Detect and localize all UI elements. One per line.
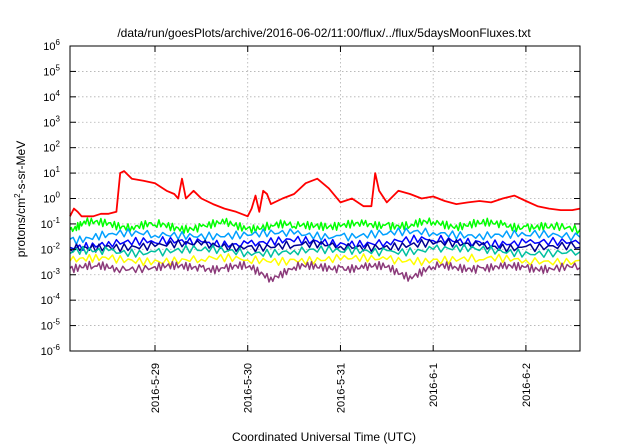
y-tick-label: 100 bbox=[43, 191, 60, 206]
chart-title: /data/run/goesPlots/archive/2016-06-02/1… bbox=[117, 26, 531, 40]
y-tick-label: 106 bbox=[43, 38, 60, 53]
y-tick-label-exp: 4 bbox=[56, 89, 61, 98]
y-tick-label: 10-6 bbox=[41, 343, 61, 358]
y-tick-label-base: 10 bbox=[43, 117, 55, 129]
y-tick-label: 10-3 bbox=[41, 267, 61, 282]
y-tick-label-exp: 2 bbox=[56, 140, 61, 149]
y-tick-label-base: 10 bbox=[43, 41, 55, 53]
y-tick-label: 10-2 bbox=[41, 241, 61, 256]
x-tick-label: 2016-5-30 bbox=[243, 363, 255, 413]
y-tick-label-exp: -3 bbox=[53, 267, 61, 276]
x-tick-label: 2016-6-2 bbox=[521, 363, 533, 407]
series-line-0 bbox=[69, 170, 581, 218]
series-line-2 bbox=[69, 227, 581, 246]
x-tick-label: 2016-6-1 bbox=[428, 363, 440, 407]
ticks bbox=[70, 45, 580, 352]
series-line-1 bbox=[69, 217, 581, 235]
series-line-6 bbox=[69, 253, 581, 267]
y-axis-title-exp: 2 bbox=[13, 193, 22, 198]
y-tick-label-exp: -5 bbox=[53, 318, 61, 327]
y-tick-label: 10-5 bbox=[41, 318, 61, 333]
y-tick-label-exp: -2 bbox=[53, 241, 61, 250]
x-tick-label: 2016-5-29 bbox=[150, 363, 162, 413]
y-axis-title-base: protons/cm bbox=[14, 198, 28, 257]
y-tick-label: 102 bbox=[43, 140, 60, 155]
y-tick-label-base: 10 bbox=[41, 346, 53, 358]
x-tick-label: 2016-5-31 bbox=[335, 363, 347, 413]
y-tick-label: 104 bbox=[43, 89, 60, 104]
x-tick-labels: 2016-5-29 2016-5-30 2016-5-31 2016-6-1 2016-… bbox=[150, 363, 533, 413]
series-line-4 bbox=[69, 238, 581, 253]
y-tick-label-base: 10 bbox=[41, 295, 53, 307]
y-tick-label-base: 10 bbox=[43, 92, 55, 104]
series-line-7 bbox=[69, 260, 581, 283]
y-tick-label: 10-4 bbox=[41, 292, 61, 307]
y-tick-label-base: 10 bbox=[43, 143, 55, 155]
y-tick-label-exp: 0 bbox=[56, 191, 61, 200]
y-axis-title-rest: -s-sr-MeV bbox=[14, 141, 28, 194]
y-tick-label-base: 10 bbox=[41, 219, 53, 231]
y-tick-label: 103 bbox=[43, 114, 60, 129]
y-tick-label-exp: -6 bbox=[53, 343, 61, 352]
x-axis-title: Coordinated Universal Time (UTC) bbox=[232, 430, 416, 444]
y-tick-label-base: 10 bbox=[43, 168, 55, 180]
y-tick-label-exp: 5 bbox=[56, 63, 61, 72]
series-line-5 bbox=[69, 243, 581, 258]
series-layer bbox=[69, 170, 581, 283]
y-tick-label: 101 bbox=[43, 165, 60, 180]
y-tick-label-base: 10 bbox=[41, 321, 53, 333]
y-tick-label: 10-1 bbox=[41, 216, 61, 231]
y-tick-label-base: 10 bbox=[41, 270, 53, 282]
y-tick-labels: 10-610-510-410-310-210-11001011021031041… bbox=[41, 38, 61, 358]
y-axis-title: protons/cm2-s-sr-MeV bbox=[13, 141, 28, 257]
y-tick-label-exp: 1 bbox=[56, 165, 61, 174]
y-tick-label: 105 bbox=[43, 63, 60, 78]
y-tick-label-exp: 3 bbox=[56, 114, 61, 123]
series-line-3 bbox=[69, 234, 581, 252]
y-tick-label-base: 10 bbox=[43, 66, 55, 78]
y-tick-label-exp: 6 bbox=[56, 38, 61, 47]
y-tick-label-base: 10 bbox=[43, 194, 55, 206]
y-tick-label-exp: -1 bbox=[53, 216, 61, 225]
y-tick-label-base: 10 bbox=[41, 244, 53, 256]
y-tick-label-exp: -4 bbox=[53, 292, 61, 301]
